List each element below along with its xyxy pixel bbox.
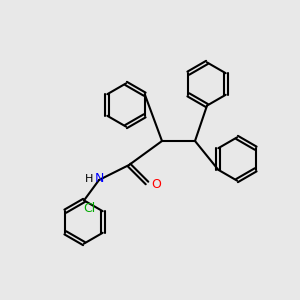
Text: O: O (152, 178, 161, 191)
Text: Cl: Cl (83, 202, 95, 215)
Text: H: H (85, 173, 94, 184)
Text: N: N (94, 172, 104, 185)
